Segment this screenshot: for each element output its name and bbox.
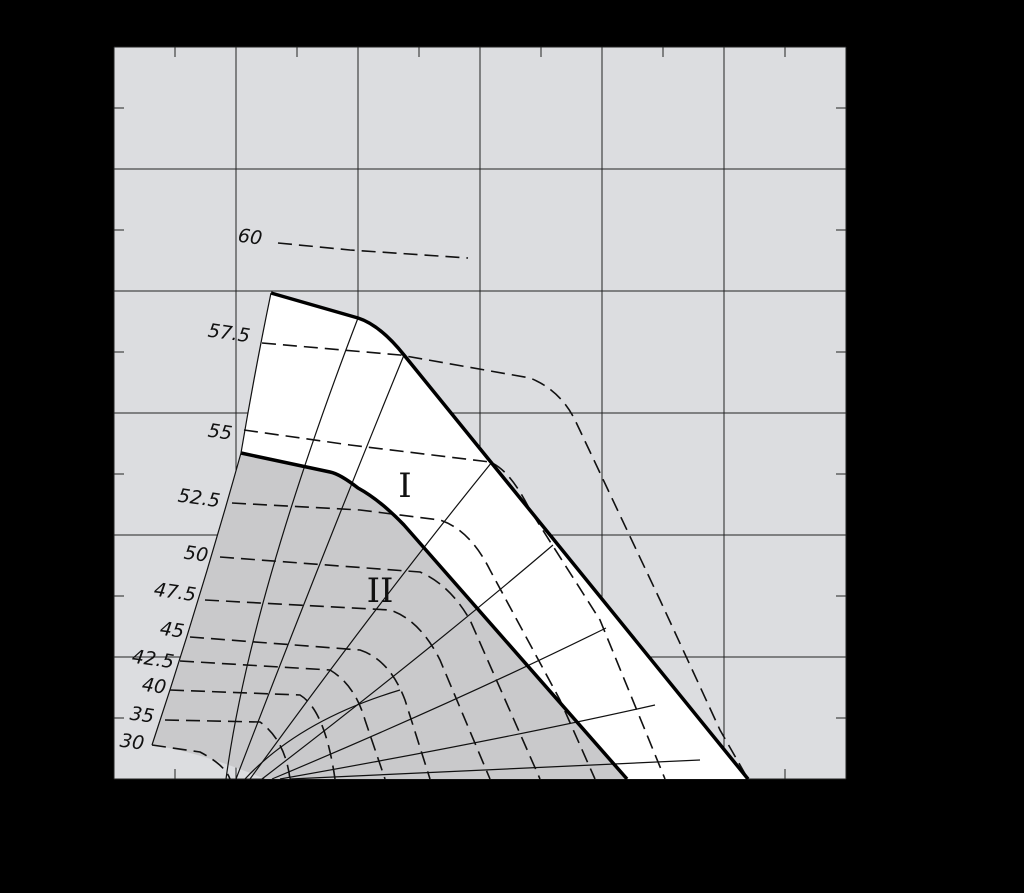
contour-line bbox=[164, 719, 291, 780]
contour-label: 55 bbox=[207, 420, 234, 445]
radial-line bbox=[279, 704, 656, 780]
radial-line bbox=[289, 759, 701, 780]
region-label: I bbox=[398, 466, 411, 506]
region-one bbox=[241, 293, 748, 779]
boundary-one bbox=[270, 291, 750, 781]
contour-line bbox=[219, 556, 541, 780]
radial-line bbox=[249, 461, 493, 780]
contour-line bbox=[231, 502, 596, 780]
contour-lines bbox=[151, 242, 749, 780]
contour-label: 40 bbox=[141, 674, 168, 699]
contour-label: 45 bbox=[159, 618, 186, 643]
region-two bbox=[152, 453, 627, 779]
contour-line bbox=[204, 599, 491, 780]
contour-label: 30 bbox=[119, 730, 146, 755]
contour-line bbox=[179, 660, 386, 780]
region-label: II bbox=[367, 571, 394, 611]
contour-line bbox=[169, 689, 336, 780]
contour-line bbox=[277, 242, 469, 259]
radial-line bbox=[271, 627, 607, 780]
left-edge bbox=[151, 292, 272, 746]
radial-line bbox=[225, 317, 359, 780]
contour-label: 50 bbox=[183, 542, 210, 567]
contour-label: 35 bbox=[129, 703, 156, 728]
radial-line bbox=[244, 689, 401, 780]
boundary-two bbox=[240, 451, 629, 781]
radial-line bbox=[261, 544, 554, 780]
contour-line bbox=[189, 636, 431, 780]
contour-line bbox=[261, 342, 749, 780]
contour-line bbox=[243, 429, 666, 780]
radial-line bbox=[235, 354, 405, 780]
radial-lines bbox=[225, 317, 701, 780]
contour-label: 60 bbox=[237, 225, 264, 250]
contour-line bbox=[151, 744, 231, 780]
